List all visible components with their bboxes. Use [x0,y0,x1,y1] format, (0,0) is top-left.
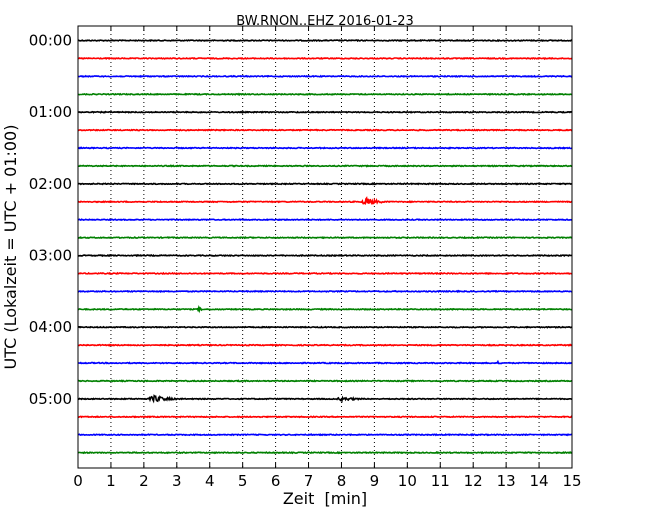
trace-line [78,304,572,314]
y-tick-label: 05:00 [29,390,72,408]
trace-line [77,253,572,258]
x-tick-label: 13 [497,472,516,490]
x-tick-label: 12 [464,472,483,490]
trace-line [77,110,573,114]
chart-title: BW.RNON..EHZ 2016-01-23 [236,14,414,29]
x-axis-label: Zeit [min] [283,489,367,508]
y-axis-label: UTC (Lokalzeit = UTC + 01:00) [1,125,20,370]
trace-line [77,38,572,43]
trace-line [77,450,573,455]
trace-line [77,146,573,150]
trace-line [77,394,573,404]
trace-line [77,196,573,206]
trace-line [77,343,573,347]
x-tick-label: 14 [530,472,549,490]
seismic-traces [77,38,573,455]
x-tick-label: 7 [304,472,314,490]
x-tick-label: 2 [139,472,149,490]
y-tick-label: 02:00 [29,175,72,193]
trace-line [77,182,573,186]
plot-frame [77,25,573,469]
x-tick-label: 5 [238,472,248,490]
y-tick-label: 03:00 [29,247,72,265]
trace-line [77,218,573,222]
trace-line [78,379,573,383]
trace-line [77,271,573,276]
x-axis-ticks: 0 1 2 3 4 5 6 7 8 9 10 11 12 13 14 15 [73,26,582,490]
y-tick-label: 04:00 [29,318,72,336]
trace-line [78,415,573,419]
x-tick-label: 8 [337,472,347,490]
trace-line [77,325,573,329]
y-tick-label: 00:00 [29,32,72,50]
x-tick-label: 9 [370,472,380,490]
trace-line [77,289,573,294]
trace-line [77,359,573,365]
x-tick-label: 6 [271,472,281,490]
trace-line [77,164,572,168]
trace-line [78,56,573,61]
x-tick-label: 1 [106,472,116,490]
trace-line [78,74,573,78]
y-tick-label: 01:00 [29,103,72,121]
trace-line [77,92,572,96]
trace-line [77,128,573,132]
x-tick-label: 15 [562,472,581,490]
x-tick-label: 10 [398,472,417,490]
x-tick-label: 3 [172,472,182,490]
x-tick-label: 0 [73,472,83,490]
grid-lines [110,26,540,468]
trace-line [77,235,573,240]
y-axis-ticks: 00:00 01:00 02:00 03:00 04:00 05:00 [29,32,572,408]
trace-line [77,433,573,437]
x-tick-label: 11 [431,472,450,490]
x-tick-label: 4 [205,472,215,490]
